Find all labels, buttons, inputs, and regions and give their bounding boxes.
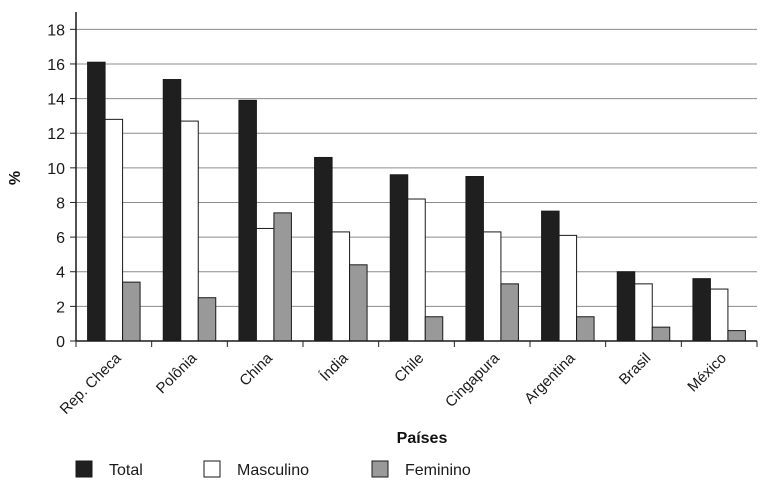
- bar-feminino: [349, 264, 368, 342]
- bar-masculino: [407, 198, 426, 342]
- x-tick-label: Polônia: [153, 349, 201, 397]
- bar-feminino: [424, 316, 444, 342]
- bar-masculino: [709, 288, 729, 342]
- bar-total: [238, 99, 257, 342]
- y-tick-label: 0: [56, 334, 65, 351]
- bar-total: [541, 210, 560, 342]
- legend-swatch: [203, 460, 221, 478]
- legend: Total Masculino Feminino: [75, 460, 471, 479]
- bars: [87, 61, 746, 342]
- legend-swatch: [75, 460, 93, 478]
- legend-label: Total: [109, 462, 143, 479]
- y-tick-label: 14: [47, 92, 65, 109]
- y-tick-label: 6: [56, 230, 65, 247]
- x-tick-label: México: [684, 350, 730, 396]
- bar-total: [692, 278, 711, 342]
- y-axis-ticks: 0 2 4 6 8 10 12 14 16 18: [47, 22, 76, 351]
- x-axis-title: Países: [397, 430, 448, 447]
- legend-label: Masculino: [237, 462, 309, 479]
- bar-masculino: [180, 120, 199, 342]
- bar-feminino: [197, 297, 217, 342]
- bar-total: [465, 176, 484, 342]
- y-tick-label: 10: [47, 161, 65, 178]
- legend-label: Feminino: [405, 462, 471, 479]
- bar-masculino: [634, 283, 653, 342]
- legend-item-feminino: Feminino: [371, 460, 471, 479]
- y-tick-label: 18: [47, 22, 65, 39]
- bar-masculino: [482, 231, 502, 342]
- legend-swatch: [371, 460, 389, 478]
- x-tick-label: Cingapura: [442, 349, 503, 410]
- y-tick-label: 4: [56, 265, 65, 282]
- y-tick-label: 2: [56, 299, 65, 316]
- bar-total: [616, 271, 636, 342]
- x-tick-label: Brasil: [616, 350, 655, 389]
- x-axis-ticks: Rep. Checa Polônia China Índia Chile Cingapur…: [57, 341, 758, 418]
- legend-item-total: Total: [75, 460, 143, 479]
- axes: [75, 12, 757, 342]
- bar-feminino: [122, 281, 141, 342]
- bar-total: [389, 174, 409, 342]
- bar-feminino: [273, 212, 292, 342]
- bar-total: [162, 79, 182, 342]
- bar-masculino: [255, 227, 275, 342]
- y-tick-label: 12: [47, 126, 65, 143]
- bar-masculino: [331, 231, 351, 342]
- x-tick-label: Índia: [317, 349, 352, 384]
- y-tick-label: 16: [47, 57, 65, 74]
- bar-masculino: [104, 118, 124, 342]
- bar-total: [87, 61, 106, 342]
- y-tick-label: 8: [56, 195, 65, 212]
- bar-total: [314, 156, 333, 342]
- bar-feminino: [727, 330, 746, 342]
- x-tick-label: Argentina: [521, 349, 579, 407]
- bar-feminino: [576, 316, 595, 342]
- bar-feminino: [500, 283, 519, 342]
- y-axis-title: %: [7, 171, 24, 185]
- bar-masculino: [558, 234, 578, 342]
- legend-item-masculino: Masculino: [203, 460, 309, 479]
- x-tick-label: China: [236, 349, 276, 389]
- bar-feminino: [651, 326, 671, 342]
- x-tick-label: Chile: [391, 350, 427, 386]
- x-tick-label: Rep. Checa: [57, 349, 125, 417]
